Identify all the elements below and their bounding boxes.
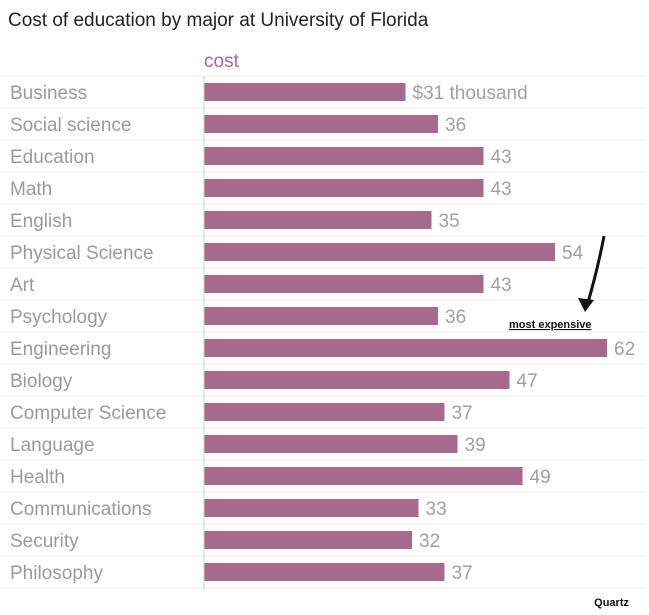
annotation-arrow-head [578, 298, 594, 312]
value-label: 54 [562, 243, 584, 264]
bar [204, 467, 523, 485]
bar [204, 147, 484, 165]
value-label: 36 [445, 307, 466, 328]
value-label: 43 [491, 179, 512, 200]
category-label: English [10, 211, 72, 232]
source-credit: Quartz [594, 597, 629, 609]
bar [204, 243, 555, 261]
gridlines [0, 75, 643, 589]
value-label: 62 [614, 339, 635, 360]
value-label: 43 [491, 147, 512, 168]
bar [204, 531, 412, 549]
category-label: Philosophy [10, 563, 103, 584]
bar [204, 563, 445, 581]
category-label: Language [10, 435, 95, 456]
value-label: 49 [530, 467, 551, 488]
category-label: Engineering [10, 339, 111, 360]
bar [204, 371, 510, 389]
annotation: most expensive [509, 235, 606, 331]
bar [204, 339, 607, 357]
category-label: Computer Science [10, 403, 166, 424]
category-label: Physical Science [10, 243, 154, 264]
bar [204, 179, 484, 197]
bar [204, 115, 438, 133]
category-label: Biology [10, 371, 73, 392]
bar [204, 83, 406, 101]
value-label: 35 [439, 211, 460, 232]
category-label: Art [10, 275, 35, 296]
chart-title: Cost of education by major at University… [8, 10, 429, 31]
value-label: 39 [465, 435, 486, 456]
value-label: 32 [419, 531, 440, 552]
bar [204, 435, 458, 453]
category-label: Education [10, 147, 95, 168]
category-label: Security [10, 531, 79, 552]
value-label: 33 [426, 499, 447, 520]
bar [204, 307, 438, 325]
value-label: 36 [445, 115, 466, 136]
category-label: Social science [10, 115, 131, 136]
category-label: Health [10, 467, 65, 488]
category-label: Business [10, 83, 87, 104]
category-label: Math [10, 179, 52, 200]
bar [204, 275, 484, 293]
annotation-text: most expensive [509, 319, 592, 331]
bar [204, 499, 419, 517]
category-label: Psychology [10, 307, 108, 328]
value-label: 47 [517, 371, 538, 392]
value-label: 43 [491, 275, 512, 296]
series-label: cost [204, 51, 240, 72]
value-label: 37 [452, 563, 473, 584]
annotation-arrow [585, 235, 606, 307]
value-label: 37 [452, 403, 473, 424]
bars [204, 83, 607, 581]
labels: Business $31 thousand Social science 36 Educ… [10, 83, 635, 584]
bar [204, 211, 432, 229]
category-label: Communications [10, 499, 152, 520]
value-label: $31 thousand [413, 83, 528, 104]
bar [204, 403, 445, 421]
